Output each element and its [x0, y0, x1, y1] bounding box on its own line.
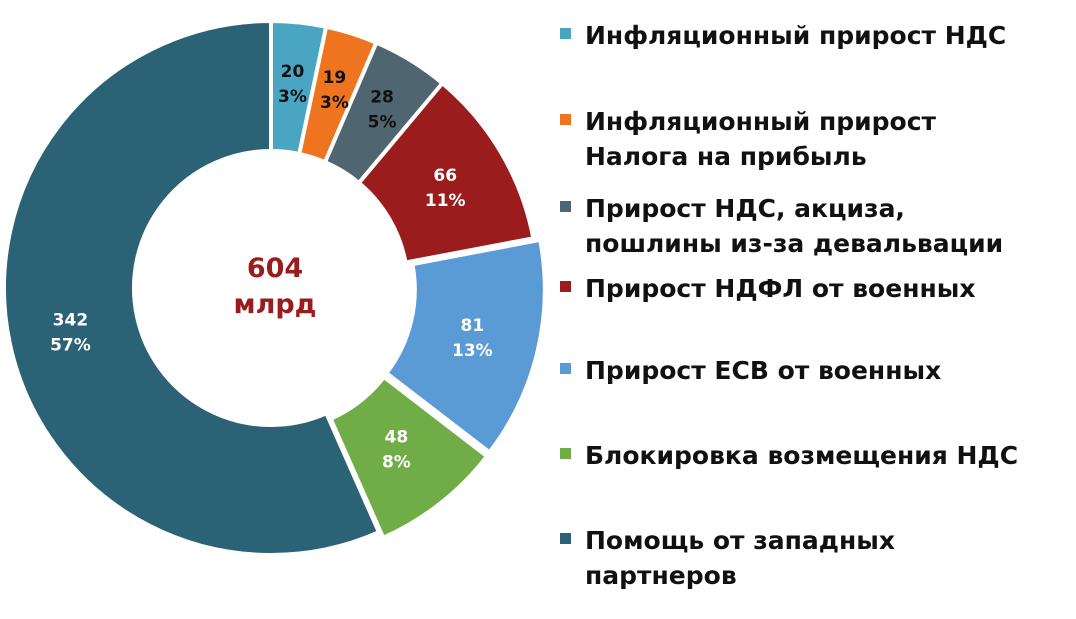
slice-data-label: 20 3% — [278, 62, 307, 107]
legend-label: Инфляционный прирост Налога на прибыль — [585, 107, 937, 171]
slice-value-label: 342 — [53, 310, 89, 330]
legend-label: Прирост ЕСВ от военных — [585, 356, 942, 385]
donut-slice — [356, 81, 536, 265]
slice-data-label: 19 3% — [320, 68, 349, 113]
legend-label: Прирост НДС, акциза, пошлины из-за девал… — [585, 194, 1004, 258]
slice-percent-label: 13% — [452, 341, 493, 361]
center-total-value: 604 — [247, 253, 303, 284]
legend-label: Инфляционный прирост НДС — [585, 21, 1007, 50]
legend-item: Помощь от западных партнеров — [560, 523, 1070, 593]
slice-data-label: 81 13% — [452, 316, 493, 361]
slice-value-label: 48 — [385, 428, 409, 448]
legend-label: Помощь от западных партнеров — [585, 526, 895, 590]
slice-data-label: 342 57% — [50, 310, 91, 355]
legend-item: Блокировка возмещения НДС — [560, 438, 1070, 473]
donut-slice — [384, 237, 547, 455]
donut-chart: 20 3%19 3% 28 5%66 11%81 13%48 8%342 57% 604 млр… — [2, 19, 547, 557]
slice-value-label: 20 — [281, 62, 305, 82]
legend-label: Блокировка возмещения НДС — [585, 441, 1019, 470]
slice-percent-label: 5% — [368, 112, 397, 132]
legend-swatch — [560, 448, 571, 459]
legend-label: Прирост НДФЛ от военных — [585, 274, 976, 303]
slice-value-label: 28 — [370, 87, 394, 107]
legend-item: Инфляционный прирост Налога на прибыль — [560, 104, 1070, 174]
slice-data-label: 66 11% — [425, 166, 466, 211]
legend-item: Прирост НДС, акциза, пошлины из-за девал… — [560, 191, 1070, 261]
legend-item: Инфляционный прирост НДС — [560, 18, 1070, 53]
slice-labels-layer: 20 3%19 3% 28 5%66 11%81 13%48 8%342 57% — [50, 62, 493, 473]
legend-swatch — [560, 114, 571, 125]
legend-swatch — [560, 281, 571, 292]
center-total-unit: млрд — [234, 289, 317, 320]
slice-value-label: 19 — [323, 68, 347, 88]
legend-swatch — [560, 28, 571, 39]
legend-item: Прирост НДФЛ от военных — [560, 271, 1070, 306]
slice-data-label: 48 8% — [382, 428, 411, 473]
slices-layer — [2, 19, 547, 557]
slice-percent-label: 8% — [382, 453, 411, 473]
legend-item: Прирост ЕСВ от военных — [560, 353, 1070, 388]
legend-swatch — [560, 533, 571, 544]
slice-value-label: 66 — [433, 166, 457, 186]
chart-legend: Инфляционный прирост НДС Инфляционный при… — [560, 0, 1070, 619]
slice-percent-label: 3% — [320, 93, 349, 113]
slice-percent-label: 57% — [50, 335, 91, 355]
slice-data-label: 28 5% — [368, 87, 397, 132]
slice-percent-label: 3% — [278, 87, 307, 107]
legend-swatch — [560, 363, 571, 374]
legend-swatch — [560, 201, 571, 212]
donut-slice — [328, 375, 490, 540]
slice-value-label: 81 — [461, 316, 485, 336]
slice-percent-label: 11% — [425, 191, 466, 211]
donut-slice — [2, 19, 381, 557]
